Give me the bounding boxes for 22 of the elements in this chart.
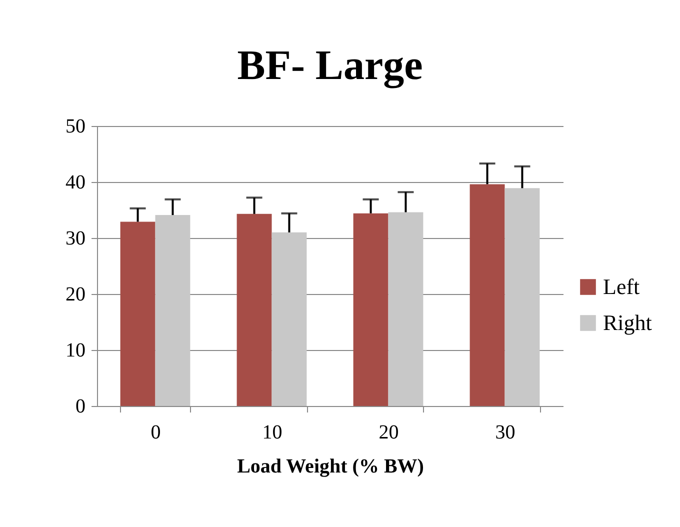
- bar: [155, 215, 190, 406]
- x-tick-label: 0: [150, 422, 161, 444]
- bar: [120, 222, 156, 406]
- legend-label: Right: [603, 310, 652, 335]
- x-tick-label: 20: [378, 422, 399, 444]
- bar: [504, 188, 540, 406]
- bar: [388, 212, 424, 406]
- y-tick-label: 20: [66, 284, 86, 306]
- y-tick-label: 10: [66, 340, 86, 362]
- y-tick-label: 0: [76, 396, 86, 418]
- bar: [353, 213, 388, 406]
- bar: [236, 214, 272, 406]
- bar: [470, 184, 505, 406]
- x-tick-label: 10: [262, 422, 282, 444]
- x-tick-label: 30: [495, 422, 516, 444]
- y-tick-label: 50: [66, 116, 86, 138]
- legend-label: Left: [603, 274, 640, 299]
- bar: [272, 232, 307, 406]
- chart-title: BF- Large: [237, 43, 423, 89]
- x-axis-title: Load Weight (% BW): [237, 456, 424, 478]
- y-tick-label: 40: [66, 172, 86, 194]
- y-tick-label: 30: [66, 228, 86, 250]
